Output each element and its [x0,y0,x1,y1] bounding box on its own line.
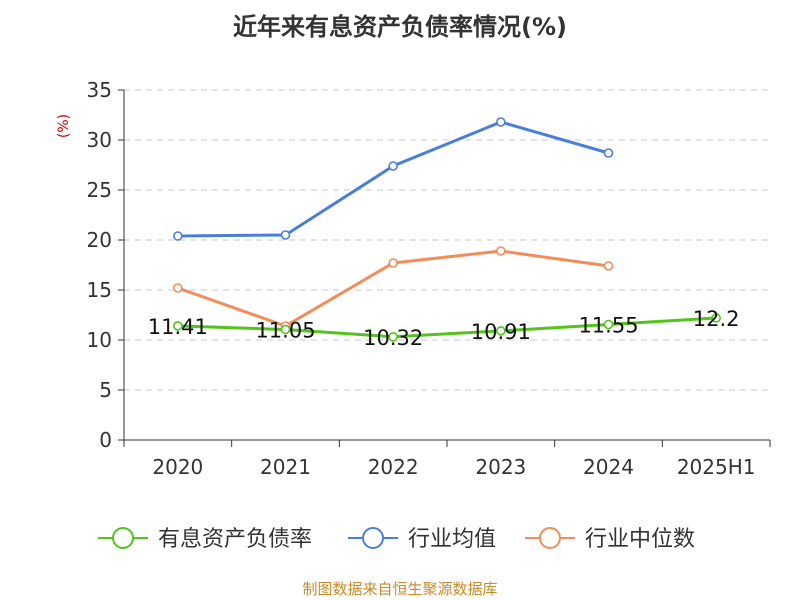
y-tick-label: 0 [99,428,112,452]
data-point [173,283,183,293]
series-group [173,117,721,342]
data-point [711,313,721,323]
gridlines [124,89,770,391]
data-point [496,246,506,256]
data-point [603,261,614,271]
chart-title: 近年来有息资产负债率情况(%) [233,13,567,41]
data-label: 11.41 [148,315,208,339]
data-point [280,324,291,335]
x-tick-label: 2021 [260,455,311,479]
data-point [173,321,183,331]
y-tick-label: 5 [99,378,112,402]
data-point [173,231,183,241]
legend-swatch-marker [362,527,384,549]
x-tick-label: 2023 [475,455,526,479]
data-label: 10.91 [471,320,531,344]
data-point [388,258,398,268]
y-tick-label: 25 [87,178,112,202]
legend-swatch-marker [112,527,134,549]
legend-swatch-marker [539,527,561,549]
data-point [280,230,291,240]
source-footer: 制图数据来自恒生聚源数据库 [302,580,497,598]
y-tick-label: 35 [87,78,112,102]
legend-label: 行业中位数 [585,527,695,552]
y-tick-label: 30 [87,128,112,152]
legend-label: 行业均值 [408,527,496,552]
data-label: 10.32 [363,326,423,350]
data-label: 11.05 [255,319,315,343]
x-tick-label: 2020 [152,455,203,479]
y-axis-label: (%) [56,114,72,138]
y-tick-label: 10 [87,328,112,352]
data-point [603,148,614,158]
data-point [603,319,614,330]
legend-label: 有息资产负债率 [158,527,312,552]
data-label: 11.55 [578,314,638,338]
data-label: 12.2 [693,307,740,331]
legend: 有息资产负债率 行业均值 行业中位数 [98,527,695,552]
data-labels: 11.41 11.05 10.32 10.91 11.55 12.2 [148,307,740,350]
series-line [177,316,717,339]
data-point [388,161,398,171]
series-line [177,120,609,238]
y-tick-label: 20 [87,228,112,252]
data-point [496,117,506,127]
data-point [496,326,506,336]
axes: 0 5 10 15 20 25 30 35 2020 2021 2022 2023 2024 2025H1 [87,78,771,479]
y-tick-label: 15 [87,278,112,302]
data-point [388,331,398,342]
x-tick-label: 2022 [368,455,419,479]
x-tick-label: 2025H1 [677,455,756,479]
x-tick-label: 2024 [583,455,634,479]
